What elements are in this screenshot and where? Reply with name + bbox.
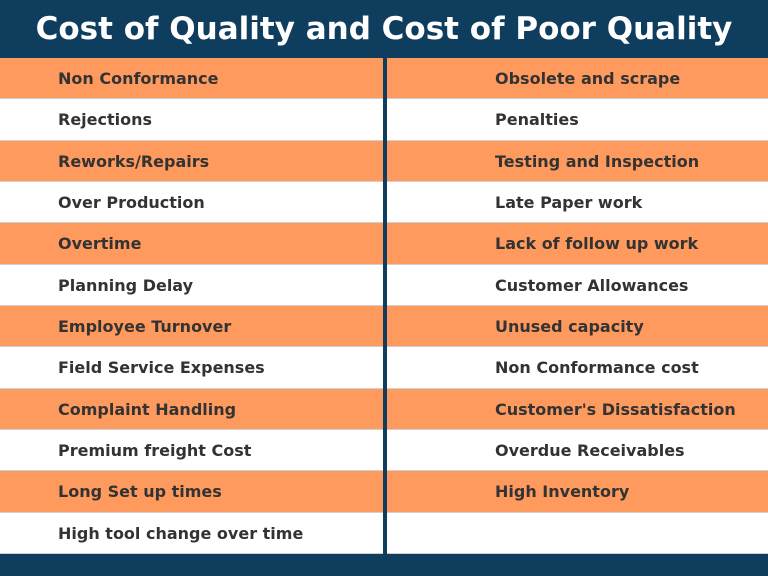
table-cell: Over Production [0,182,383,224]
table-cell: Late Paper work [387,182,768,224]
table-cell: High tool change over time [0,513,383,554]
table-cell [387,513,768,554]
table-cell: Reworks/Repairs [0,140,383,182]
table-cell: Complaint Handling [0,388,383,430]
table-cell: Employee Turnover [0,305,383,348]
table-cell: Field Service Expenses [0,347,383,389]
table-cell: Rejections [0,99,383,141]
table-cell: Long Set up times [0,471,383,513]
table-cell: Obsolete and scrape [387,58,768,100]
table-cell: Unused capacity [387,305,768,348]
table-cell: Non Conformance [0,58,383,100]
title: Cost of Quality and Cost of Poor Quality [35,11,733,47]
table-cell: Customer's Dissatisfaction [387,388,768,430]
table-cell: Overdue Receivables [387,430,768,472]
left-column: Non Conformance Rejections Reworks/Repairs… [0,58,383,554]
table-cell: Planning Delay [0,265,383,306]
table-cell: Overtime [0,223,383,265]
table-cell: Penalties [387,99,768,141]
table-cell: Premium freight Cost [0,430,383,472]
table-cell: Non Conformance cost [387,347,768,389]
table-cell: Testing and Inspection [387,140,768,182]
table-cell: Customer Allowances [387,265,768,306]
right-column: Obsolete and scrape Penalties Testing and … [387,58,768,554]
table-cell: Lack of follow up work [387,223,768,265]
table-cell: High Inventory [387,471,768,513]
